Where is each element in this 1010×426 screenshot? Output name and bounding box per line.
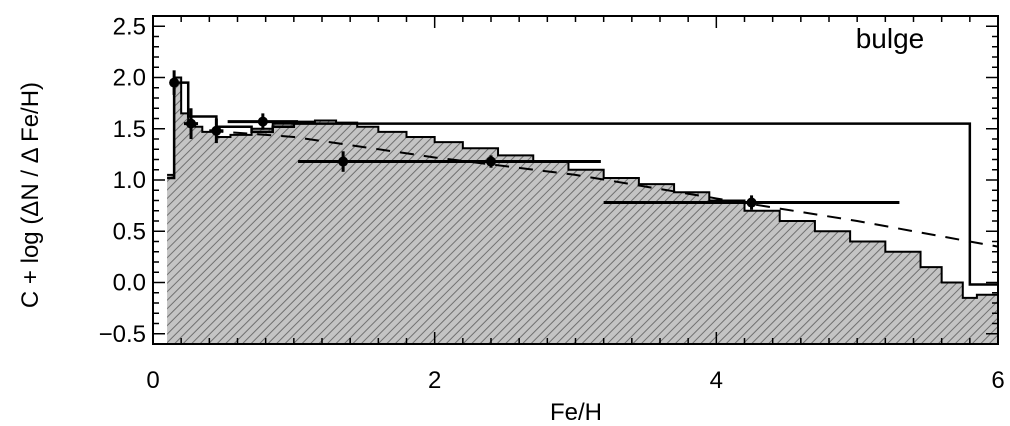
x-tick-label: 4: [710, 367, 723, 394]
data-point: [338, 156, 349, 167]
data-point: [257, 116, 268, 127]
x-tick-label: 2: [428, 367, 441, 394]
model-histogram-area: [167, 77, 998, 344]
data-point: [186, 118, 197, 129]
model-step-line: [167, 81, 998, 286]
data-point: [486, 156, 496, 167]
y-tick-label: 2.5: [113, 13, 146, 40]
x-axis-label: Fe/H: [550, 399, 602, 426]
y-tick-label: 0.0: [113, 270, 146, 297]
data-point: [746, 197, 757, 208]
y-tick-label: −0.5: [99, 321, 146, 348]
panel-label: bulge: [856, 23, 925, 54]
y-tick-label: 1.0: [113, 167, 146, 194]
data-point: [211, 125, 222, 136]
y-tick-label: 0.5: [113, 218, 146, 245]
x-tick-label: 0: [146, 367, 159, 394]
y-tick-label: 2.0: [113, 65, 146, 92]
y-axis-label: C + log (ΔN / Δ Fe/H): [17, 82, 44, 308]
data-point: [169, 77, 180, 88]
x-tick-label: 6: [991, 367, 1004, 394]
y-tick-label: 1.5: [113, 116, 146, 143]
dashed-model-line: [209, 129, 998, 248]
